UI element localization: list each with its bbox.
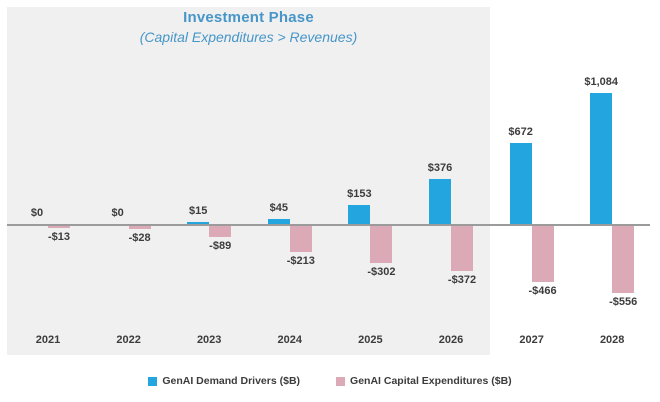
x-axis-label-2027: 2027 bbox=[519, 334, 544, 346]
bar-capex-2028 bbox=[612, 226, 635, 293]
bar-capex-2026 bbox=[451, 226, 473, 271]
value-label-demand-2027: $672 bbox=[508, 126, 533, 138]
value-label-demand-2022: $0 bbox=[111, 207, 124, 219]
value-label-demand-2023: $15 bbox=[189, 205, 208, 217]
value-label-capex-2025: -$302 bbox=[367, 266, 396, 278]
bar-demand-2027 bbox=[509, 143, 532, 224]
bar-capex-2025 bbox=[370, 226, 393, 263]
bar-capex-2024 bbox=[289, 226, 312, 252]
bar-demand-2024 bbox=[267, 219, 290, 224]
legend-label: GenAI Demand Drivers ($B) bbox=[162, 375, 301, 387]
investment-phase-highlight-region bbox=[7, 7, 490, 355]
zero-axis-line bbox=[7, 224, 650, 226]
value-label-capex-2024: -$213 bbox=[286, 255, 315, 267]
x-axis-label-2025: 2025 bbox=[358, 334, 383, 346]
value-label-capex-2027: -$466 bbox=[528, 285, 557, 297]
bar-demand-2026 bbox=[429, 179, 451, 224]
x-axis-label-2021: 2021 bbox=[35, 334, 61, 346]
legend-label: GenAI Capital Expenditures ($B) bbox=[350, 375, 512, 387]
x-axis-label-2026: 2026 bbox=[438, 334, 464, 346]
value-label-demand-2026: $376 bbox=[427, 162, 453, 174]
value-label-capex-2023: -$89 bbox=[209, 240, 232, 252]
x-axis-label-2028: 2028 bbox=[599, 334, 625, 346]
x-axis-label-2024: 2024 bbox=[277, 334, 303, 346]
bar-capex-2022 bbox=[128, 226, 151, 229]
legend-swatch-pink bbox=[336, 376, 346, 386]
chart-subtitle: (Capital Expenditures > Revenues) bbox=[139, 29, 358, 45]
legend-swatch-blue bbox=[148, 376, 158, 386]
value-label-demand-2028: $1,084 bbox=[584, 76, 619, 88]
bar-capex-2023 bbox=[209, 226, 232, 237]
x-axis-label-2023: 2023 bbox=[196, 334, 222, 346]
value-label-capex-2021: -$13 bbox=[47, 231, 71, 243]
value-label-demand-2024: $45 bbox=[269, 202, 288, 214]
value-label-demand-2025: $153 bbox=[347, 188, 372, 200]
bar-demand-2023 bbox=[187, 222, 210, 224]
chart-title: Investment Phase bbox=[183, 9, 314, 26]
value-label-demand-2021: $0 bbox=[30, 207, 44, 219]
legend-item-demand-drivers: GenAI Demand Drivers ($B) bbox=[148, 375, 300, 387]
value-label-capex-2026: -$372 bbox=[447, 274, 477, 286]
value-label-capex-2028: -$556 bbox=[609, 296, 638, 308]
x-axis-label-2022: 2022 bbox=[116, 334, 141, 346]
bar-demand-2028 bbox=[590, 93, 613, 224]
legend-item-capital-expenditures: GenAI Capital Expenditures ($B) bbox=[336, 375, 512, 387]
value-label-capex-2022: -$28 bbox=[128, 232, 151, 244]
bar-demand-2025 bbox=[348, 205, 371, 224]
chart-legend: GenAI Demand Drivers ($B) GenAI Capital … bbox=[0, 375, 660, 387]
bar-capex-2021 bbox=[48, 226, 70, 228]
bar-capex-2027 bbox=[531, 226, 554, 282]
